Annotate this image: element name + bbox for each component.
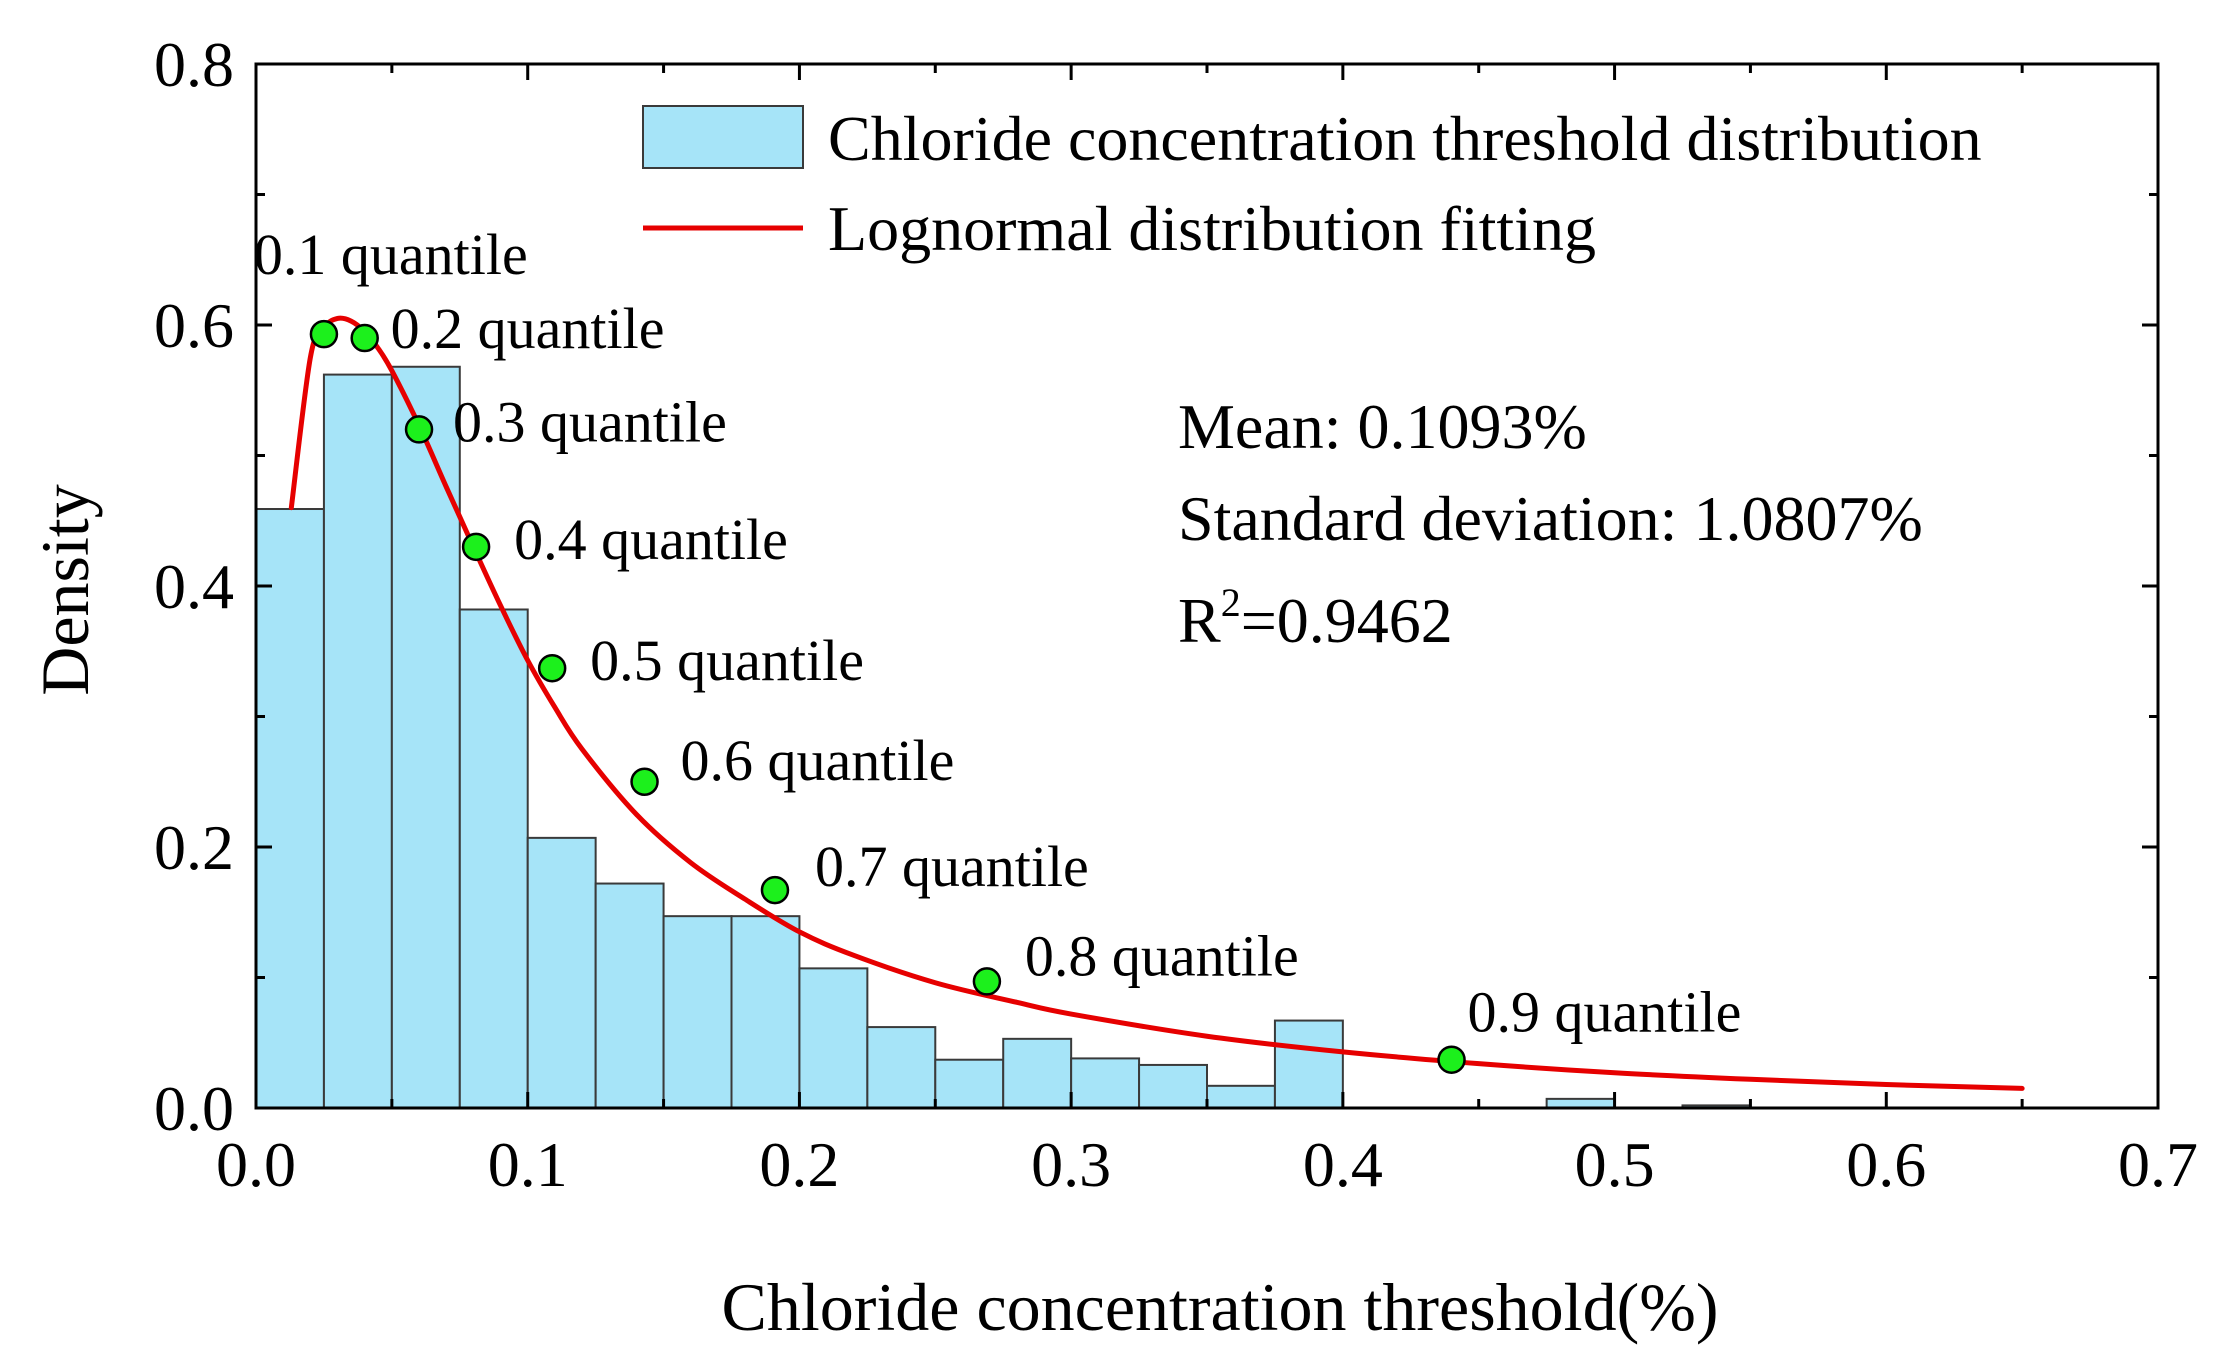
x-tick-label: 0.6 [1846, 1129, 1926, 1200]
axes: 0.0 0.1 0.2 0.3 0.4 0.5 0.6 0.7 0.0 0.2 0.4 0.6 0.8 [154, 29, 2198, 1200]
quantile-points: 0.1 quantile 0.2 quantile 0.3 quantile 0.4 … [254, 222, 1742, 1074]
quantile-marker [630, 767, 659, 796]
legend-label-fit: Lognormal distribution fitting [828, 193, 1596, 264]
quantile-marker [309, 319, 339, 349]
histogram-bar [934, 1058, 1005, 1109]
r2-superscript: 2 [1221, 580, 1241, 625]
y-tick-label: 0.2 [154, 812, 234, 883]
x-tick-label: 0.3 [1031, 1129, 1111, 1200]
histogram-bar [662, 915, 733, 1109]
quantile-label: 0.4 quantile [514, 507, 788, 572]
legend-label-histogram: Chloride concentration threshold distrib… [828, 103, 1982, 174]
x-tick-label: 0.2 [759, 1129, 839, 1200]
r2-prefix: R [1178, 585, 1221, 656]
histogram-bar [730, 915, 801, 1109]
histogram-bar [526, 836, 597, 1109]
histogram-bar [390, 365, 461, 1109]
quantile-marker [972, 967, 1002, 996]
quantile-label: 0.7 quantile [815, 834, 1089, 899]
x-tick-label: 0.7 [2118, 1129, 2198, 1200]
std-annotation: Standard deviation: 1.0807% [1178, 483, 1923, 554]
histogram-bar [1273, 1019, 1344, 1109]
quantile-marker [537, 653, 567, 683]
r2-value: =0.9462 [1241, 585, 1453, 656]
quantile-label: 0.9 quantile [1468, 980, 1742, 1045]
x-tick-label: 0.5 [1575, 1129, 1655, 1200]
quantile-label: 0.1 quantile [254, 222, 528, 287]
quantile-label: 0.6 quantile [681, 728, 955, 793]
histogram-bar [1206, 1084, 1276, 1109]
mean-annotation: Mean: 0.1093% [1178, 391, 1587, 462]
histogram-bars [255, 365, 1752, 1110]
legend-swatch-histogram [642, 105, 804, 169]
histogram-bar [866, 1026, 937, 1109]
x-tick-label: 0.1 [488, 1129, 568, 1200]
legend: Chloride concentration threshold distrib… [642, 103, 1982, 264]
y-tick-label: 0.6 [154, 290, 234, 361]
histogram-bar [594, 882, 665, 1109]
histogram-bar [458, 608, 529, 1109]
x-tick-label: 0.0 [216, 1129, 296, 1200]
x-axis-title: Chloride concentration threshold(%) [721, 1269, 1718, 1345]
x-tick-label: 0.4 [1303, 1129, 1383, 1200]
quantile-label: 0.5 quantile [590, 628, 864, 693]
histogram-bar [1138, 1063, 1208, 1110]
quantile-marker [760, 875, 790, 905]
quantile-marker [461, 532, 491, 562]
r2-annotation: R2=0.9462 [1178, 580, 1453, 656]
y-tick-label: 0.0 [154, 1073, 234, 1144]
quantile-label: 0.3 quantile [453, 389, 727, 454]
y-axis-title: Density [27, 484, 103, 696]
histogram-bar [255, 508, 325, 1109]
histogram-bar [1002, 1037, 1073, 1109]
histogram-bar [322, 373, 393, 1109]
quantile-label: 0.2 quantile [391, 296, 665, 361]
y-tick-label: 0.8 [154, 29, 234, 100]
quantile-label: 0.8 quantile [1025, 923, 1299, 988]
histogram-bar [1070, 1057, 1141, 1110]
quantile-marker [404, 415, 434, 444]
stats-annotation: Mean: 0.1093% Standard deviation: 1.0807… [1178, 391, 1923, 656]
quantile-marker [1437, 1045, 1466, 1074]
histogram-bar [798, 967, 869, 1109]
y-tick-label: 0.4 [154, 551, 234, 622]
quantile-marker [350, 323, 379, 353]
